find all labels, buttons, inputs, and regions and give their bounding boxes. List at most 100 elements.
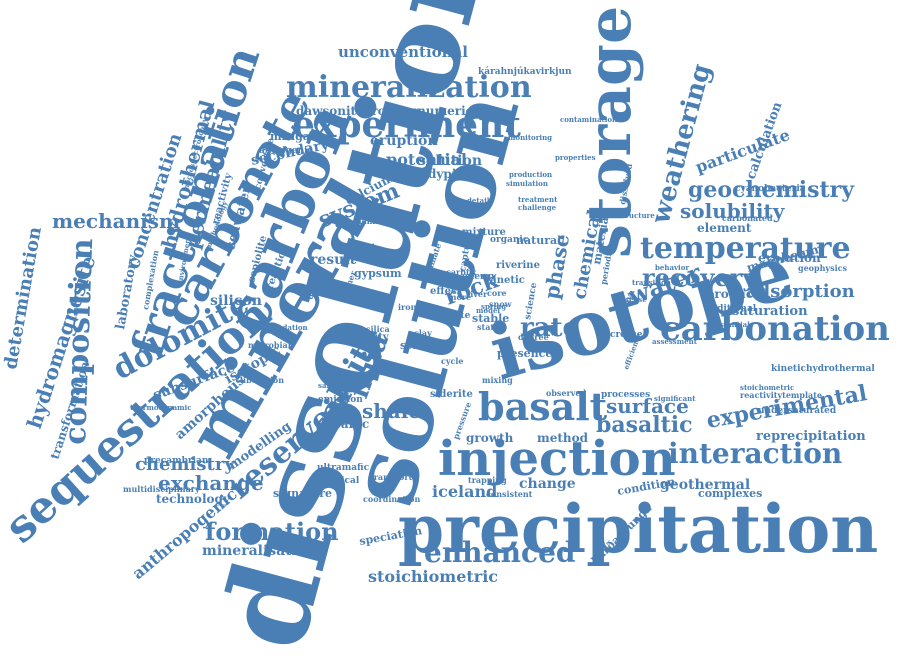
word-experiment: experiment	[292, 104, 521, 146]
word-adsorption: adsorption	[746, 281, 855, 302]
word-substantial: substantial	[706, 320, 750, 329]
word-mixture: mixture	[462, 227, 506, 238]
word-geophysics: geophysics	[798, 263, 847, 273]
word-kinetichydrothermal: kinetichydrothermal	[771, 364, 875, 374]
word-decrease: decrease	[612, 295, 647, 304]
word-karahnjukavirkjun: kárahnjúkavirkjun	[478, 66, 572, 77]
word-more: more	[448, 292, 471, 302]
word-river: river	[466, 289, 488, 299]
word-dypingite: dypingite	[428, 167, 492, 181]
word-reprecipitation: reprecipitation	[756, 429, 866, 444]
word-presence: presence	[497, 347, 552, 360]
word-significant: significant	[654, 394, 696, 403]
word-solubility: solubility	[680, 199, 786, 223]
word-transition: transition	[632, 278, 671, 287]
word-rate: rate	[520, 313, 579, 343]
word-technology: technology	[156, 492, 231, 506]
word-solution-small: solution	[418, 153, 482, 169]
word-assessment: assessment	[652, 337, 698, 346]
word-silica: silica	[366, 324, 390, 334]
word-transport: transport	[370, 472, 413, 482]
word-geothermal: geothermal	[660, 477, 750, 493]
word-kinetic: kinetic	[486, 275, 525, 286]
word-model: model	[476, 306, 500, 315]
word-particulate: particulate	[693, 125, 792, 177]
word-numerical: numerical	[417, 104, 486, 118]
word-thermodynamic: thermodynamic	[130, 403, 191, 412]
word-behavior: behavior	[655, 263, 689, 272]
word-basaltic: basaltic	[596, 412, 693, 438]
word-consistent: consistent	[486, 489, 533, 499]
word-cyanobacteria: cyanobacteria	[735, 184, 806, 194]
word-cation: cation	[410, 374, 446, 385]
word-contamination: contamination	[560, 115, 617, 124]
word-method: method	[537, 431, 589, 445]
word-detail: detail	[467, 196, 490, 205]
word-spring: spring	[481, 302, 506, 311]
word-mechanism: mechanism	[52, 209, 180, 233]
word-energy: energy	[462, 272, 497, 282]
word-site: site	[452, 311, 471, 321]
word-increase: increase	[600, 330, 643, 340]
word-shale: shale	[362, 399, 421, 423]
word-denudation: denudation	[263, 323, 308, 332]
word-volcanic: volcanic	[313, 417, 369, 431]
word-evolution: evolution	[758, 251, 821, 265]
word-carbonation: carbonation	[660, 309, 890, 349]
word-interaction: interaction	[668, 437, 842, 470]
word-carbonated: carbonated	[722, 213, 773, 223]
word-silicon: silicon	[210, 293, 262, 309]
word-simulation: simulation	[506, 179, 548, 188]
word-surface: surface	[606, 394, 689, 418]
word-mixing: mixing	[482, 375, 513, 385]
word-coordination: coordination	[363, 494, 420, 504]
word-exchange: exchange	[158, 471, 264, 495]
word-strontium: strontium	[359, 104, 426, 118]
word-natural: natural	[516, 234, 561, 247]
word-complexes: complexes	[698, 487, 762, 500]
word-reactivitytemplate: reactivitytemplate	[740, 390, 822, 400]
word-authigenic: authigenic	[259, 146, 313, 156]
word-degree: degree	[518, 332, 549, 342]
word-stoichiometric: stoichiometric	[368, 567, 498, 586]
word-multidisciplinary: multidisciplinary	[123, 484, 200, 494]
word-chemistry: chemistry	[135, 454, 235, 475]
word-iron: iron	[398, 302, 417, 312]
word-recovery: recovery	[642, 263, 757, 292]
word-formation: formation	[205, 517, 339, 546]
word-geochemistry: geochemistry	[688, 177, 855, 203]
word-stable: stable	[472, 312, 509, 325]
word-core: core	[487, 288, 507, 298]
word-undersaturated: undersaturated	[758, 406, 837, 416]
word-enhanced: enhanced	[424, 536, 575, 569]
word-snow: snow	[489, 299, 513, 309]
word-storage: storage	[575, 6, 645, 258]
word-stability: stability	[343, 332, 390, 343]
word-damming: damming	[356, 216, 399, 226]
word-mineralization: mineralization	[286, 70, 532, 105]
word-observed: observed	[546, 388, 586, 398]
word-production: production	[509, 170, 552, 179]
word-potential: potential	[386, 150, 467, 169]
word-study: study	[400, 339, 434, 352]
word-additional: additional	[705, 304, 757, 314]
word-ultramafic: ultramafic	[317, 463, 370, 473]
word-effect: effect	[430, 286, 462, 297]
word-basalt: basalt	[478, 384, 608, 429]
word-product: product	[706, 287, 759, 301]
word-composition: composition	[58, 238, 100, 446]
word-gypsum: gypsum	[354, 267, 402, 280]
word-siderite: siderite	[430, 389, 473, 400]
word-structure: structure	[618, 211, 655, 220]
word-organic: organic	[490, 235, 529, 245]
word-element: element	[697, 221, 752, 235]
word-precipitation: precipitation	[398, 490, 878, 568]
word-properties: properties	[555, 153, 596, 162]
word-monitoring: monitoring	[508, 133, 552, 142]
word-growth: growth	[466, 431, 514, 445]
word-change: change	[519, 476, 576, 492]
word-temperature: temperature	[640, 231, 851, 266]
word-signature: signature	[273, 487, 332, 500]
word-sample: sample	[318, 381, 346, 390]
